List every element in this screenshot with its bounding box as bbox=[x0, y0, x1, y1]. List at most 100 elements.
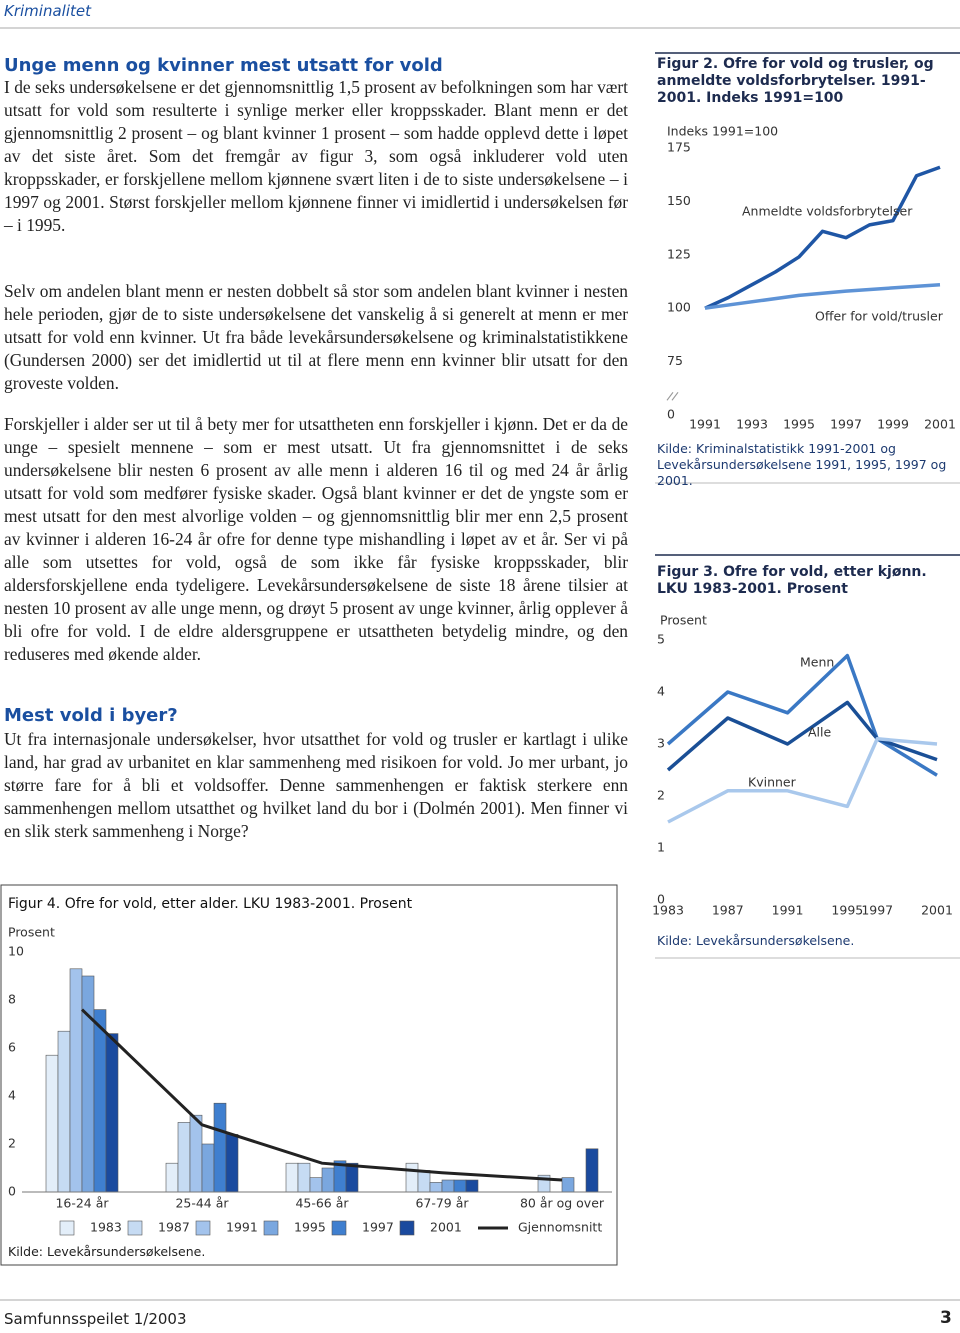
figure-source: Kilde: Levekårsundersøkelsene. bbox=[8, 1244, 206, 1259]
series-line bbox=[667, 737, 938, 824]
y-tick-label: 100 bbox=[667, 300, 691, 315]
series-label: Offer for vold/trusler bbox=[815, 309, 944, 324]
series-label: Menn bbox=[800, 655, 834, 670]
legend-swatch bbox=[59, 1220, 75, 1236]
y-tick-label: 150 bbox=[667, 193, 691, 208]
series-label: Kvinner bbox=[748, 775, 797, 790]
series-line bbox=[666, 700, 938, 772]
bar bbox=[225, 1134, 239, 1193]
figure-title: Figur 2. Ofre for vold og trusler, og an… bbox=[657, 56, 934, 106]
x-tick-label: 1999 bbox=[877, 417, 909, 432]
figure-source: Kilde: Kriminalstatistikk 1991-2001 og L… bbox=[657, 441, 947, 488]
figure-title: Figur 4. Ofre for vold, etter alder. LKU… bbox=[8, 896, 413, 912]
bar bbox=[189, 1114, 203, 1193]
axis-break bbox=[666, 391, 674, 401]
x-tick-label: 2001 bbox=[921, 903, 953, 918]
bar bbox=[105, 1033, 119, 1193]
x-tick-label: 1993 bbox=[736, 417, 768, 432]
bar bbox=[309, 1177, 323, 1193]
section-title: Unge menn og kvinner mest utsatt for vol… bbox=[4, 55, 443, 76]
y-tick-label: 0 bbox=[667, 407, 675, 422]
bar bbox=[285, 1162, 299, 1193]
legend-label: 1987 bbox=[158, 1220, 190, 1235]
y-tick-label: 5 bbox=[657, 632, 665, 647]
y-tick-label: 75 bbox=[667, 353, 683, 368]
bar bbox=[297, 1162, 311, 1193]
x-tick-label: 1997 bbox=[830, 417, 862, 432]
bar bbox=[213, 1102, 227, 1193]
legend-label: 1995 bbox=[294, 1220, 326, 1235]
bar bbox=[45, 1054, 59, 1193]
bar bbox=[321, 1167, 335, 1193]
bar bbox=[429, 1182, 443, 1193]
paragraph: Selv om andelen blant menn er nesten dob… bbox=[4, 281, 628, 393]
y-tick-label: 0 bbox=[8, 1184, 16, 1199]
bar bbox=[405, 1162, 419, 1193]
legend-swatch bbox=[331, 1220, 347, 1236]
y-axis-label: Prosent bbox=[660, 613, 707, 628]
y-tick-label: 10 bbox=[8, 944, 24, 959]
x-tick-label: 80 år og over bbox=[520, 1196, 605, 1211]
figure-title: Figur 3. Ofre for vold, etter kjønn. LKU… bbox=[657, 564, 927, 597]
footer-page: 3 bbox=[940, 1308, 952, 1328]
section-title: Mest vold i byer? bbox=[4, 705, 178, 726]
legend-swatch bbox=[195, 1220, 211, 1236]
bar bbox=[441, 1179, 455, 1193]
y-tick-label: 4 bbox=[8, 1088, 16, 1103]
legend-label: Gjennomsnitt bbox=[518, 1220, 602, 1235]
y-tick-label: 6 bbox=[8, 1040, 16, 1055]
x-tick-label: 1991 bbox=[689, 417, 721, 432]
legend-swatch bbox=[399, 1220, 415, 1236]
y-tick-label: 8 bbox=[8, 992, 16, 1007]
series-line bbox=[666, 653, 938, 777]
bar bbox=[177, 1122, 191, 1193]
y-axis-label: Indeks 1991=100 bbox=[667, 124, 778, 139]
header: Kriminalitet bbox=[4, 2, 91, 20]
y-tick-label: 125 bbox=[667, 246, 691, 261]
x-tick-label: 2001 bbox=[924, 417, 956, 432]
fig-frame bbox=[0, 884, 618, 1266]
x-tick-label: 1997 bbox=[861, 903, 893, 918]
y-tick-label: 4 bbox=[657, 684, 665, 699]
axis-break bbox=[671, 391, 679, 401]
y-tick-label: 3 bbox=[657, 736, 665, 751]
y-tick-label: 2 bbox=[8, 1136, 16, 1151]
y-axis-label: Prosent bbox=[8, 925, 55, 940]
x-tick-label: 1995 bbox=[831, 903, 863, 918]
bar bbox=[57, 1030, 71, 1193]
legend-label: 1997 bbox=[362, 1220, 394, 1235]
legend-label: 1983 bbox=[90, 1220, 122, 1235]
x-tick-label: 1987 bbox=[712, 903, 744, 918]
legend-swatch bbox=[127, 1220, 143, 1236]
x-tick-label: 16-24 år bbox=[55, 1196, 109, 1211]
x-tick-label: 1995 bbox=[783, 417, 815, 432]
paragraph: I de seks undersøkelsene er det gjennoms… bbox=[4, 77, 628, 235]
bar bbox=[561, 1177, 575, 1193]
bar bbox=[345, 1162, 359, 1193]
x-tick-label: 45-66 år bbox=[295, 1196, 349, 1211]
x-tick-label: 67-79 år bbox=[415, 1196, 469, 1211]
y-tick-label: 0 bbox=[657, 892, 665, 907]
series-label: Alle bbox=[808, 725, 831, 740]
bar bbox=[201, 1143, 215, 1193]
legend-label: 1991 bbox=[226, 1220, 258, 1235]
bar bbox=[165, 1162, 179, 1193]
legend-swatch bbox=[263, 1220, 279, 1236]
series-label: Anmeldte voldsforbrytelser bbox=[742, 204, 913, 219]
average-line bbox=[80, 1008, 563, 1182]
paragraph: Forskjeller i alder ser ut til å bety me… bbox=[4, 414, 628, 664]
x-tick-label: 1983 bbox=[652, 903, 684, 918]
y-tick-label: 1 bbox=[657, 840, 665, 855]
bar bbox=[585, 1148, 599, 1193]
series-line bbox=[704, 282, 941, 310]
y-tick-label: 2 bbox=[657, 788, 665, 803]
legend-label: 2001 bbox=[430, 1220, 462, 1235]
x-tick-label: 1991 bbox=[772, 903, 804, 918]
bar bbox=[69, 968, 83, 1193]
bar bbox=[453, 1179, 467, 1193]
series-line bbox=[704, 165, 941, 310]
bar bbox=[417, 1170, 431, 1193]
paragraph: Ut fra internasjonale undersøkelser, hvo… bbox=[4, 729, 628, 841]
